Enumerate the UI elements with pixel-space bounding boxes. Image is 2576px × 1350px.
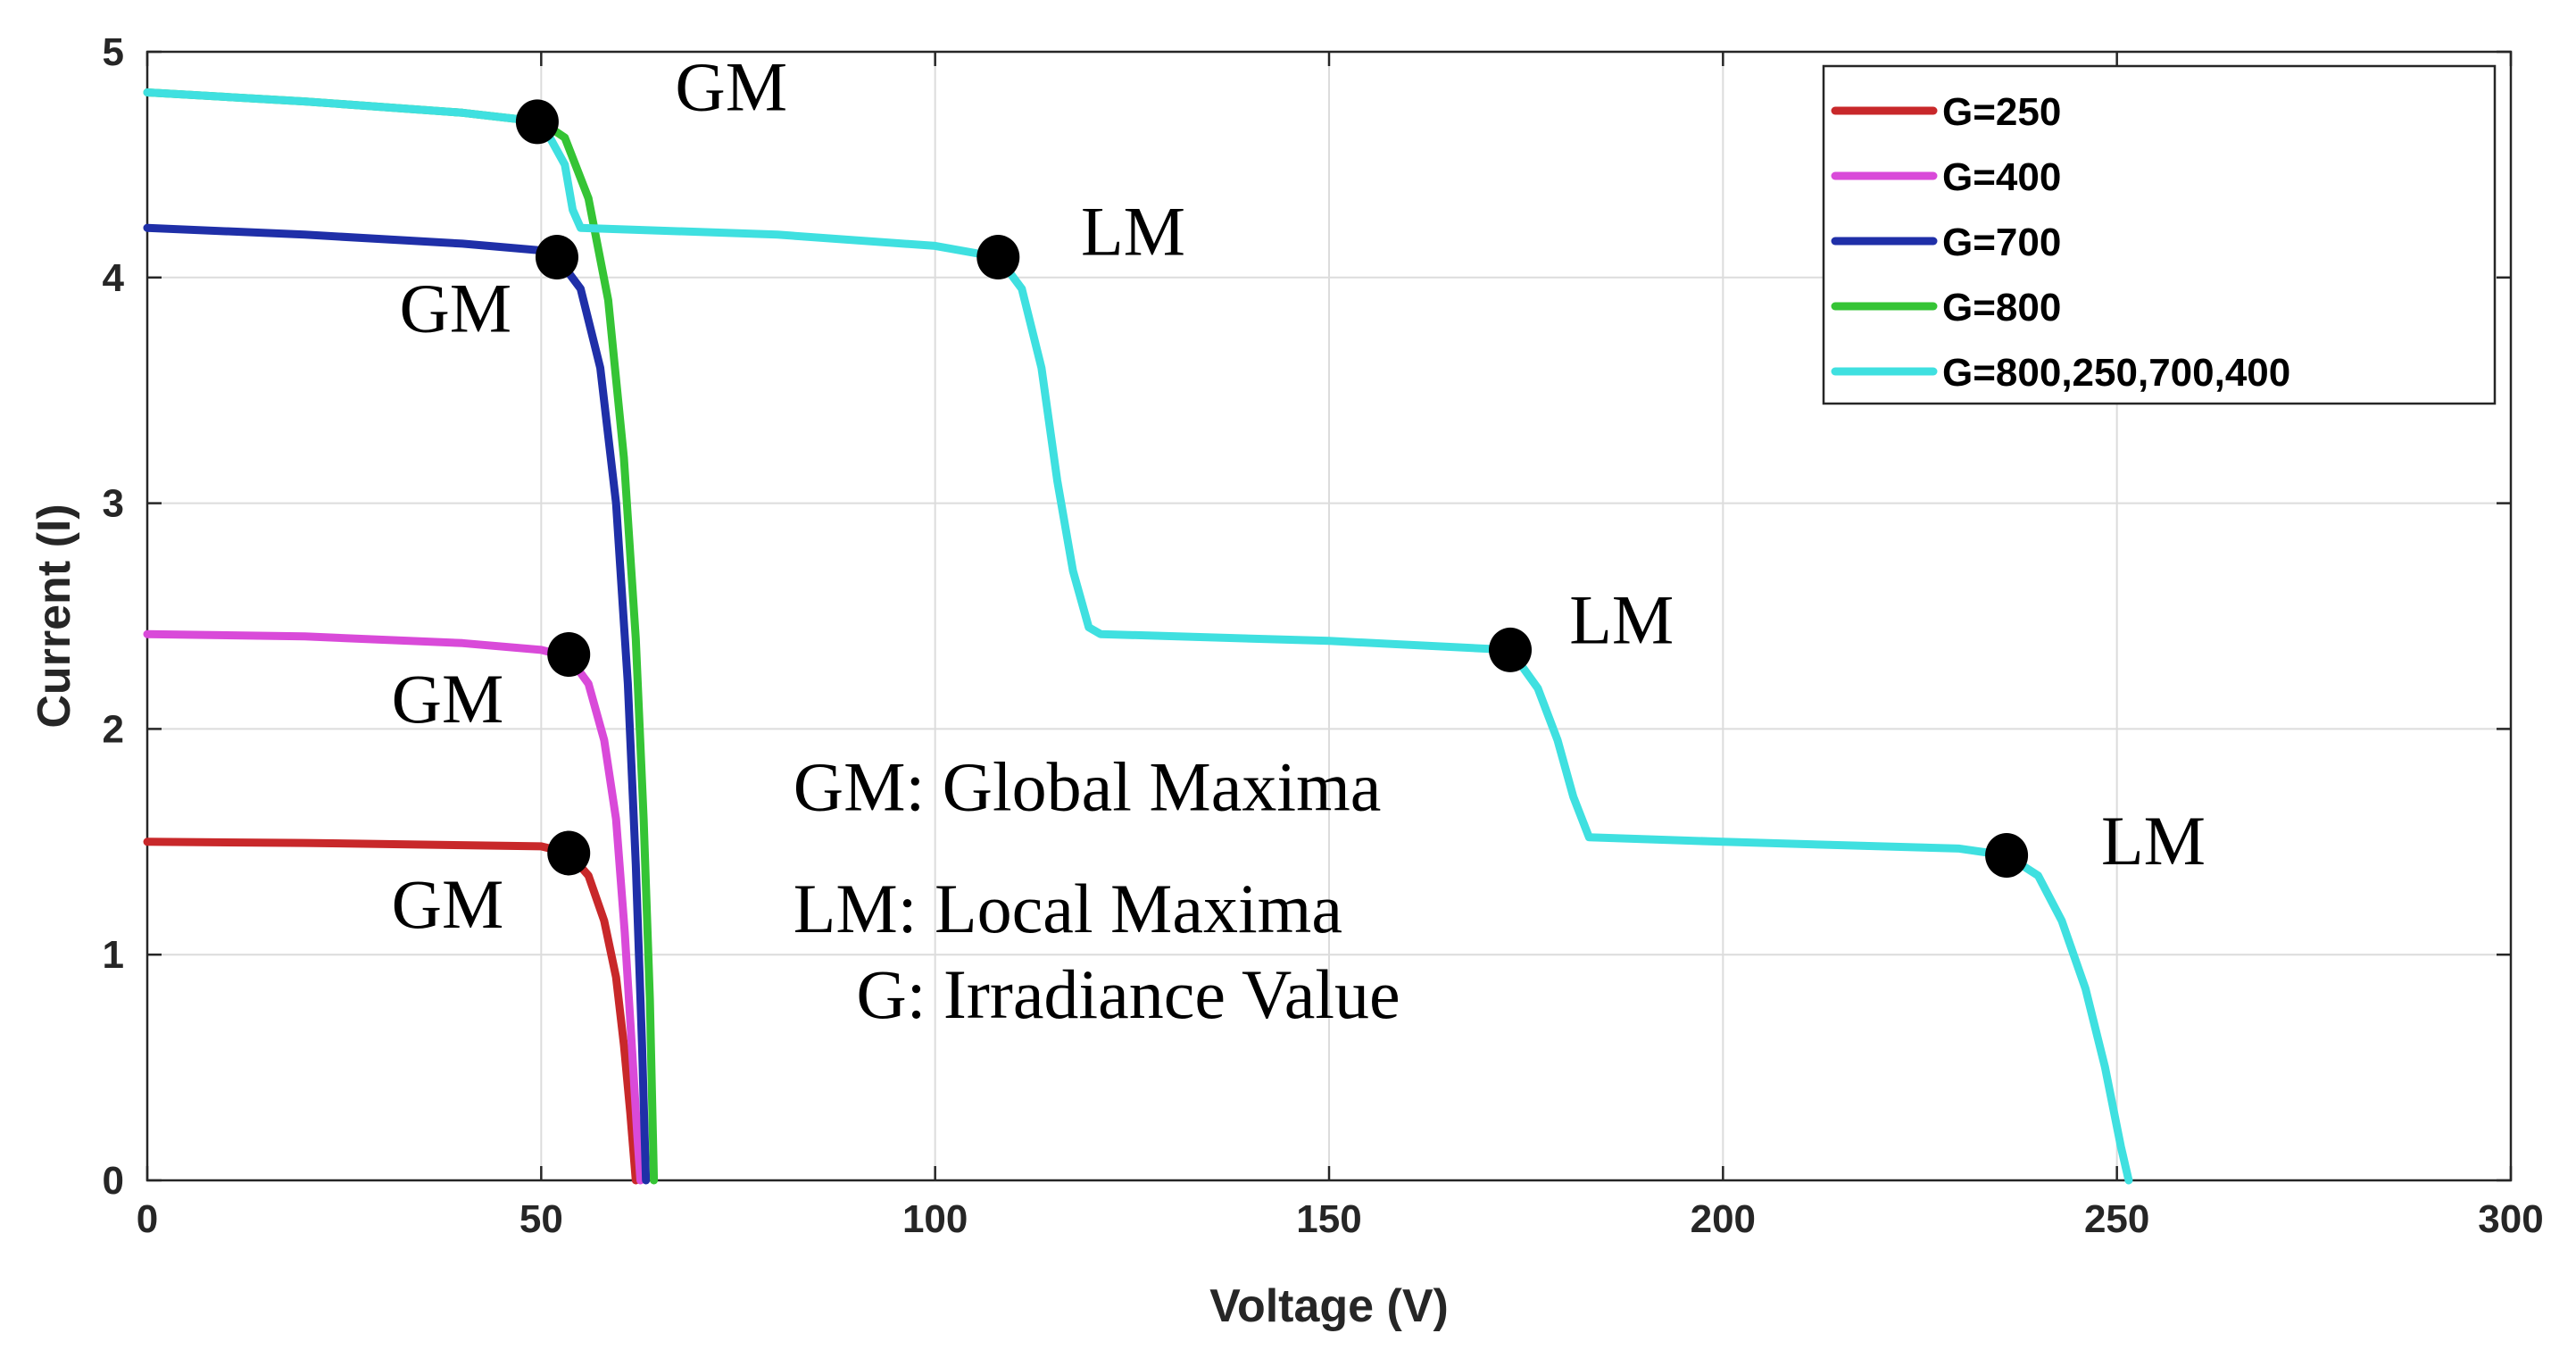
y-axis-label: Current (I): [29, 504, 80, 728]
gm-marker: [547, 631, 591, 677]
x-tick-label: 100: [902, 1197, 968, 1241]
series-line-1: [143, 838, 640, 1185]
annotation-label: LM: [2101, 802, 2206, 879]
annotation-label: GM: [399, 269, 511, 346]
legend-item-label: G=250: [1942, 90, 2061, 134]
y-tick-label: 0: [103, 1159, 124, 1203]
legend-item-label: G=700: [1942, 221, 2061, 264]
x-tick-label: 0: [137, 1197, 158, 1241]
x-axis-label: Voltage (V): [1209, 1280, 1449, 1332]
info-text: G: Irradiance Value: [856, 955, 1400, 1033]
x-tick-label: 300: [2478, 1197, 2543, 1241]
legend-item-label: G=800: [1942, 286, 2061, 329]
x-tick-label: 250: [2084, 1197, 2149, 1241]
lm-marker: [976, 235, 1020, 280]
legend: G=250 G=400 G=700 G=800 G=800,250,700,400: [1822, 64, 2497, 405]
annotation-label: LM: [1081, 193, 1185, 271]
lm-marker: [1489, 627, 1533, 672]
annotation-label: GM: [392, 865, 504, 943]
annotation-label: GM: [675, 48, 787, 126]
x-tick-label: 50: [519, 1197, 563, 1241]
x-tick-label: 200: [1691, 1197, 1756, 1241]
annotation-label: LM: [1569, 580, 1674, 658]
y-tick-label: 5: [103, 30, 124, 74]
info-text: LM: Local Maxima: [794, 870, 1342, 947]
axis-ticks: 0 50 100 150 200 250 300 0 1 2 3 4 5: [103, 30, 2544, 1241]
gm-marker: [515, 99, 559, 145]
annotations-layer: GM GM GM GM LM LM LM GM: Global Maxima LM: Local…: [392, 48, 2206, 1033]
legend-item-label: G=400: [1942, 155, 2061, 199]
y-tick-label: 3: [103, 482, 124, 526]
y-tick-label: 4: [103, 256, 125, 300]
legend-item-label: G=800,250,700,400: [1942, 351, 2290, 395]
y-tick-label: 1: [103, 933, 124, 977]
x-tick-label: 150: [1296, 1197, 1361, 1241]
y-tick-label: 2: [103, 707, 124, 751]
series-line-5: [143, 88, 2133, 1185]
gm-marker: [535, 235, 578, 280]
series-layer: [143, 88, 2133, 1185]
legend-box: [1822, 64, 2497, 405]
info-text: GM: Global Maxima: [794, 747, 1382, 825]
series-line-3: [143, 223, 651, 1185]
annotation-label: GM: [392, 660, 504, 738]
lm-marker: [1985, 832, 2029, 878]
markers-layer: [515, 99, 2029, 878]
gm-marker: [547, 830, 591, 876]
series-line-2: [143, 629, 644, 1185]
